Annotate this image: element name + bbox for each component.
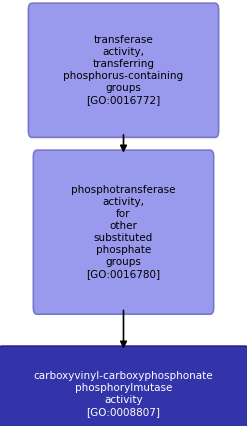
Text: transferase
activity,
transferring
phosphorus-containing
groups
[GO:0016772]: transferase activity, transferring phosp…: [63, 35, 184, 105]
FancyBboxPatch shape: [0, 346, 247, 426]
Text: carboxyvinyl-carboxyphosphonate
phosphorylmutase
activity
[GO:0008807]: carboxyvinyl-carboxyphosphonate phosphor…: [34, 371, 213, 417]
FancyBboxPatch shape: [28, 3, 219, 137]
FancyBboxPatch shape: [33, 150, 214, 314]
Text: phosphotransferase
activity,
for
other
substituted
phosphate
groups
[GO:0016780]: phosphotransferase activity, for other s…: [71, 185, 176, 279]
